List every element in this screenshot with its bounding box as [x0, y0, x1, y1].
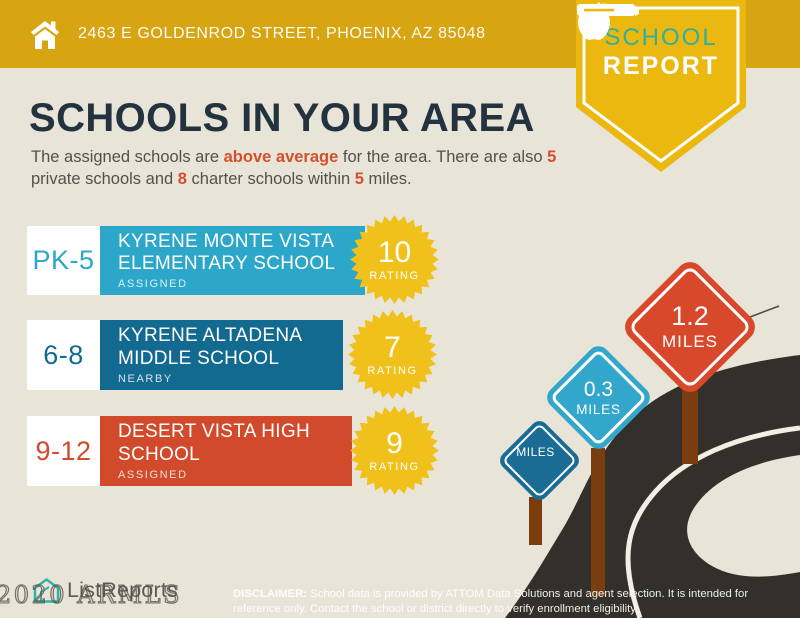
rating-text: 7 RATING	[348, 310, 437, 399]
sign-post-large	[682, 388, 698, 464]
rating-label: RATING	[367, 364, 418, 377]
rating-label: RATING	[369, 460, 420, 473]
rating-burst-middle: 7 RATING	[348, 310, 437, 399]
school-name: KYRENE MONTE VISTA ELEMENTARY SCHOOL	[118, 230, 336, 274]
starburst-shape	[350, 215, 439, 304]
sign-value: 1.2	[671, 301, 709, 332]
house-icon	[31, 21, 59, 49]
road-surface	[505, 355, 800, 618]
grade-range: 6-8	[27, 320, 100, 390]
school-row-high: 9-12 DESERT VISTA HIGH SCHOOL ASSIGNED	[27, 416, 352, 486]
disclaimer-label: DISCLAIMER:	[233, 588, 308, 601]
starburst-shape	[350, 406, 439, 495]
school-bar: KYRENE MONTE VISTA ELEMENTARY SCHOOL ASS…	[100, 226, 365, 295]
sign-unit: MILES	[576, 401, 621, 417]
grade-range: 9-12	[27, 416, 100, 486]
rating-burst-high: 9 RATING	[350, 406, 439, 495]
sign-unit: MILES	[661, 331, 719, 351]
rating-value: 10	[377, 235, 412, 269]
sign-text: 1.2 MILES	[640, 277, 740, 377]
rating-burst-elementary: 10 RATING	[350, 215, 439, 304]
badge-title-report: REPORT	[602, 52, 720, 80]
school-row-elementary: PK-5 KYRENE MONTE VISTA ELEMENTARY SCHOO…	[27, 226, 365, 295]
school-status: NEARBY	[118, 372, 173, 385]
school-name: DESERT VISTA HIGH SCHOOL	[118, 421, 310, 465]
page-title: SCHOOLS IN YOUR AREA	[29, 96, 535, 140]
intro-text: The assigned schools are above average f…	[31, 146, 566, 191]
sign-text: 0.3 MILES	[559, 358, 638, 437]
grade-range: PK-5	[27, 226, 100, 295]
mls-watermark: 2020 ARMLS	[0, 580, 183, 609]
disclaimer: DISCLAIMER: School data is provided by A…	[233, 587, 749, 617]
school-name: KYRENE ALTADENA MIDDLE SCHOOL	[118, 325, 302, 369]
distance-sign-large: 1.2 MILES	[619, 256, 761, 398]
house-outline-icon	[33, 577, 60, 603]
rating-label: RATING	[369, 269, 420, 282]
rating-value: 9	[386, 426, 403, 460]
school-row-middle: 6-8 KYRENE ALTADENA MIDDLE SCHOOL NEARBY	[27, 320, 343, 390]
school-bar: DESERT VISTA HIGH SCHOOL ASSIGNED	[100, 416, 352, 486]
intro-part: miles.	[363, 170, 412, 189]
school-status: ASSIGNED	[118, 468, 188, 481]
disclaimer-text: School data is provided by ATTOM Data So…	[233, 588, 749, 616]
sign-unit: MILES	[516, 444, 555, 459]
property-address: 2463 E GOLDENROD STREET, PHOENIX, AZ 850…	[78, 25, 486, 42]
sign-value: 0.3	[583, 378, 614, 402]
book-icon	[577, 4, 639, 16]
rating-text: 10 RATING	[350, 215, 439, 304]
badge-pennant-shape	[576, 0, 746, 172]
rating-text: 9 RATING	[350, 406, 439, 495]
road-center-line	[625, 425, 800, 618]
wire-line	[749, 305, 780, 318]
badge-title-school: SCHOOL	[604, 24, 718, 51]
sign-post-medium	[591, 448, 605, 596]
school-status: ASSIGNED	[118, 278, 188, 291]
intro-highlight-miles: 5	[354, 170, 364, 189]
intro-part: for the area. There are also	[338, 148, 548, 166]
school-report-badge: SCHOOL REPORT	[576, 0, 746, 175]
intro-part: charter schools within	[186, 170, 355, 189]
starburst-shape	[348, 310, 437, 399]
rating-value: 7	[384, 330, 401, 364]
sign-post-small	[529, 497, 542, 545]
listreports-logo: ListReports	[33, 576, 178, 604]
school-bar: KYRENE ALTADENA MIDDLE SCHOOL NEARBY	[100, 320, 343, 390]
sign-text: MILES	[509, 430, 570, 491]
distance-sign-medium: 0.3 MILES	[542, 341, 655, 454]
brand-name: ListReports	[67, 577, 178, 602]
intro-part: private schools and	[31, 170, 178, 189]
intro-highlight-charter-count: 8	[177, 170, 187, 189]
intro-part: The assigned schools are	[31, 148, 224, 166]
intro-highlight-private-count: 5	[547, 148, 557, 166]
intro-highlight-above-average: above average	[223, 148, 339, 166]
